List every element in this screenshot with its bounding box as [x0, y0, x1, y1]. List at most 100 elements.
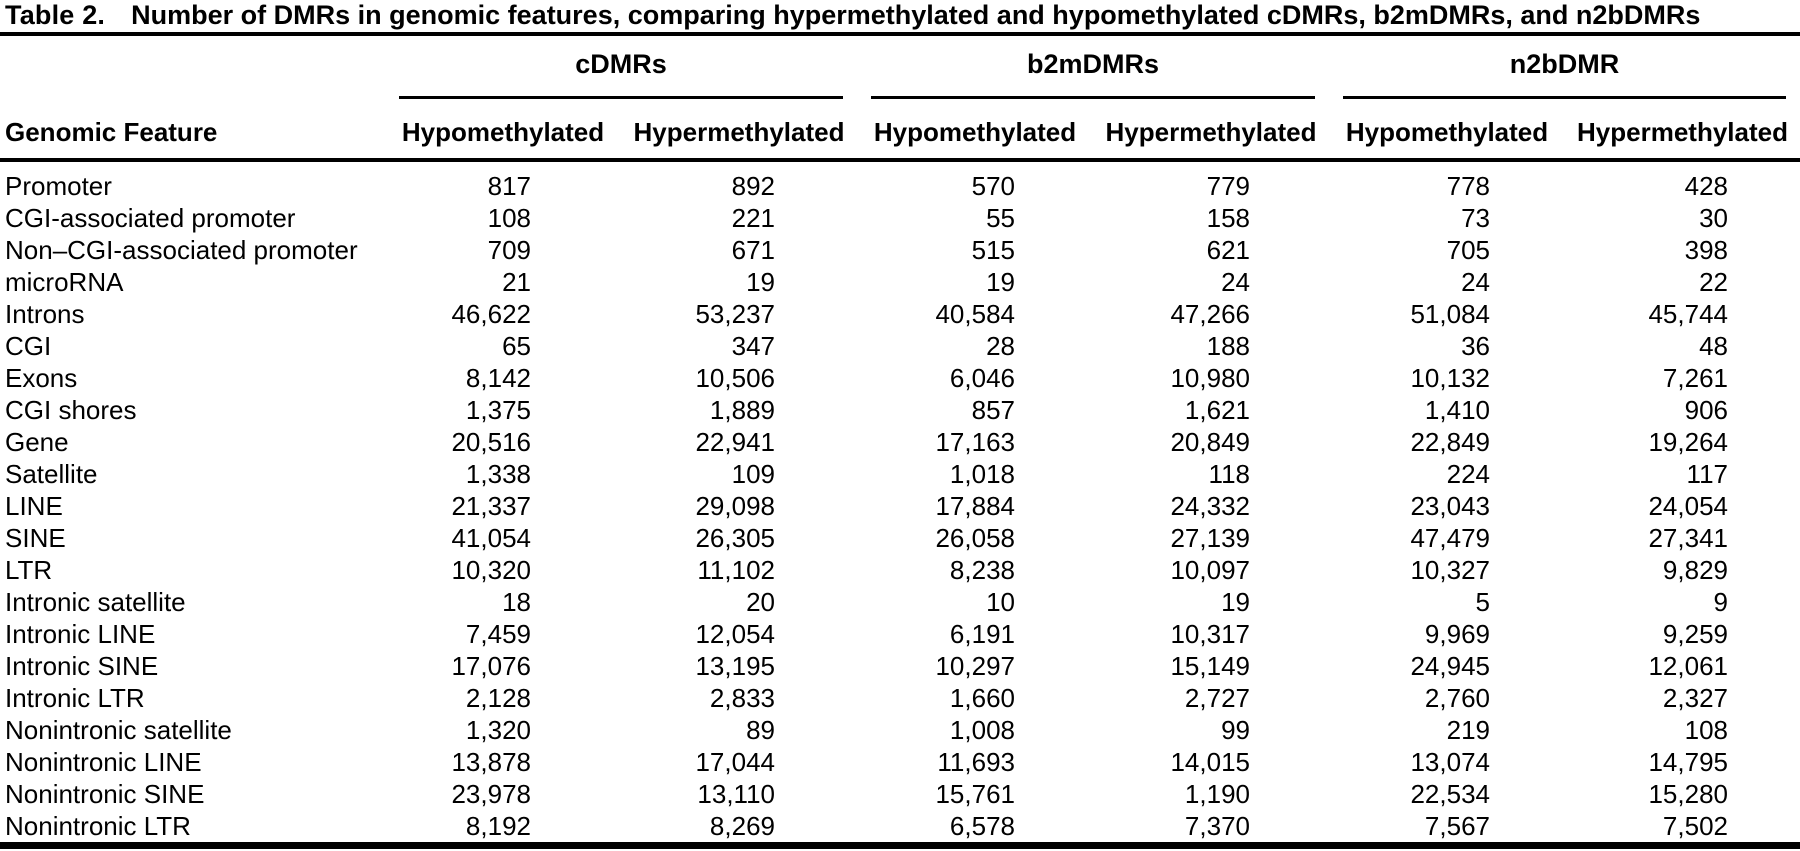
- value-cell: 857: [971, 395, 1015, 425]
- value-cell: 46,622: [451, 299, 531, 329]
- value-cell: 12,061: [1648, 651, 1728, 681]
- table-row: CGI shores 1,375 1,889 857 1,621 1,410 906: [0, 394, 1800, 426]
- feature-cell: LINE: [5, 491, 63, 521]
- feature-cell: Exons: [5, 363, 78, 393]
- value-cell: 398: [1684, 235, 1728, 265]
- value-cell: 17,044: [695, 747, 775, 777]
- column-header-cdmr-hypo: Hypomethylated: [385, 99, 621, 162]
- value-cell: 1,190: [1184, 779, 1250, 809]
- value-cell: 6,191: [949, 619, 1015, 649]
- value-cell: 817: [487, 171, 531, 201]
- value-cell: 515: [971, 235, 1015, 265]
- value-cell: 24,332: [1170, 491, 1250, 521]
- column-header-b2m-hypo: Hypomethylated: [857, 99, 1093, 162]
- value-cell: 219: [1446, 715, 1490, 745]
- table-caption: Number of DMRs in genomic features, comp…: [131, 0, 1701, 30]
- value-cell: 20: [746, 587, 775, 617]
- group-header-row: cDMRs b2mDMRs n2bDMR: [0, 36, 1800, 99]
- value-cell: 6,046: [949, 363, 1015, 393]
- table-title: Table 2. Number of DMRs in genomic featur…: [5, 0, 1700, 30]
- table-row: Satellite 1,338 109 1,018 118 224 117: [0, 458, 1800, 490]
- value-cell: 27,341: [1648, 523, 1728, 553]
- value-cell: 6,578: [949, 811, 1015, 841]
- value-cell: 14,015: [1170, 747, 1250, 777]
- value-cell: 8,192: [465, 811, 531, 841]
- value-cell: 40,584: [935, 299, 1015, 329]
- value-cell: 11,102: [697, 555, 775, 585]
- value-cell: 14,795: [1648, 747, 1728, 777]
- group-label: cDMRs: [399, 49, 843, 99]
- value-cell: 1,018: [949, 459, 1015, 489]
- feature-cell: Introns: [5, 299, 85, 329]
- feature-cell: Nonintronic LINE: [5, 747, 202, 777]
- table-row: LINE 21,337 29,098 17,884 24,332 23,043 24,054: [0, 490, 1800, 522]
- table-number: Table 2.: [5, 0, 106, 30]
- value-cell: 28: [986, 331, 1015, 361]
- group-header-b2mdmrs: b2mDMRs: [857, 36, 1329, 99]
- value-cell: 20,516: [451, 427, 531, 457]
- value-cell: 428: [1684, 171, 1728, 201]
- feature-cell: Promoter: [5, 171, 112, 201]
- value-cell: 9,259: [1662, 619, 1728, 649]
- value-cell: 13,195: [695, 651, 775, 681]
- table-row: Intronic satellite 18 20 10 19 5 9: [0, 586, 1800, 618]
- value-cell: 23,978: [451, 779, 531, 809]
- table-row: Introns 46,622 53,237 40,584 47,266 51,084 45,…: [0, 298, 1800, 330]
- value-cell: 22,534: [1410, 779, 1490, 809]
- feature-cell: CGI-associated promoter: [5, 203, 296, 233]
- table-row: Intronic LTR 2,128 2,833 1,660 2,727 2,760 2,3…: [0, 682, 1800, 714]
- value-cell: 2,760: [1424, 683, 1490, 713]
- table-row: microRNA 21 19 19 24 24 22: [0, 266, 1800, 298]
- feature-cell: microRNA: [5, 267, 124, 297]
- value-cell: 705: [1446, 235, 1490, 265]
- feature-cell: Nonintronic satellite: [5, 715, 232, 745]
- value-cell: 10,097: [1170, 555, 1250, 585]
- value-cell: 10,132: [1410, 363, 1490, 393]
- value-cell: 109: [731, 459, 775, 489]
- column-header-n2b-hypo: Hypomethylated: [1329, 99, 1565, 162]
- group-header-spacer: [0, 36, 385, 99]
- value-cell: 15,149: [1170, 651, 1250, 681]
- value-cell: 26,305: [695, 523, 775, 553]
- value-cell: 11,693: [937, 747, 1015, 777]
- value-cell: 10,317: [1170, 619, 1250, 649]
- value-cell: 13,110: [697, 779, 775, 809]
- table-row: SINE 41,054 26,305 26,058 27,139 47,479 27,341: [0, 522, 1800, 554]
- value-cell: 9,829: [1662, 555, 1728, 585]
- value-cell: 24,945: [1410, 651, 1490, 681]
- value-cell: 19: [986, 267, 1015, 297]
- value-cell: 13,878: [451, 747, 531, 777]
- value-cell: 2,727: [1184, 683, 1250, 713]
- value-cell: 621: [1206, 235, 1250, 265]
- value-cell: 188: [1206, 331, 1250, 361]
- value-cell: 117: [1686, 459, 1728, 489]
- value-cell: 22,941: [695, 427, 775, 457]
- value-cell: 17,163: [935, 427, 1015, 457]
- value-cell: 7,459: [465, 619, 531, 649]
- value-cell: 22: [1699, 267, 1728, 297]
- value-cell: 17,884: [935, 491, 1015, 521]
- value-cell: 51,084: [1410, 299, 1490, 329]
- value-cell: 118: [1208, 459, 1250, 489]
- dmr-table: cDMRs b2mDMRs n2bDMR Genomic Feature Hyp…: [0, 36, 1800, 842]
- bottom-rule: [0, 842, 1800, 849]
- feature-cell: SINE: [5, 523, 66, 553]
- column-header-cdmr-hyper: Hypermethylated: [621, 99, 857, 162]
- table-row: Intronic SINE 17,076 13,195 10,297 15,149 24,…: [0, 650, 1800, 682]
- group-label: n2bDMR: [1343, 49, 1786, 99]
- value-cell: 892: [731, 171, 775, 201]
- table-row: Promoter 817 892 570 779 778 428: [0, 160, 1800, 202]
- table-row: CGI-associated promoter 108 221 55 158 73 30: [0, 202, 1800, 234]
- value-cell: 778: [1446, 171, 1490, 201]
- value-cell: 158: [1206, 203, 1250, 233]
- value-cell: 108: [1684, 715, 1728, 745]
- feature-cell: Nonintronic SINE: [5, 779, 205, 809]
- value-cell: 221: [731, 203, 775, 233]
- value-cell: 13,074: [1410, 747, 1490, 777]
- value-cell: 8,142: [465, 363, 531, 393]
- value-cell: 19: [746, 267, 775, 297]
- value-cell: 23,043: [1410, 491, 1490, 521]
- value-cell: 2,833: [709, 683, 775, 713]
- value-cell: 570: [971, 171, 1015, 201]
